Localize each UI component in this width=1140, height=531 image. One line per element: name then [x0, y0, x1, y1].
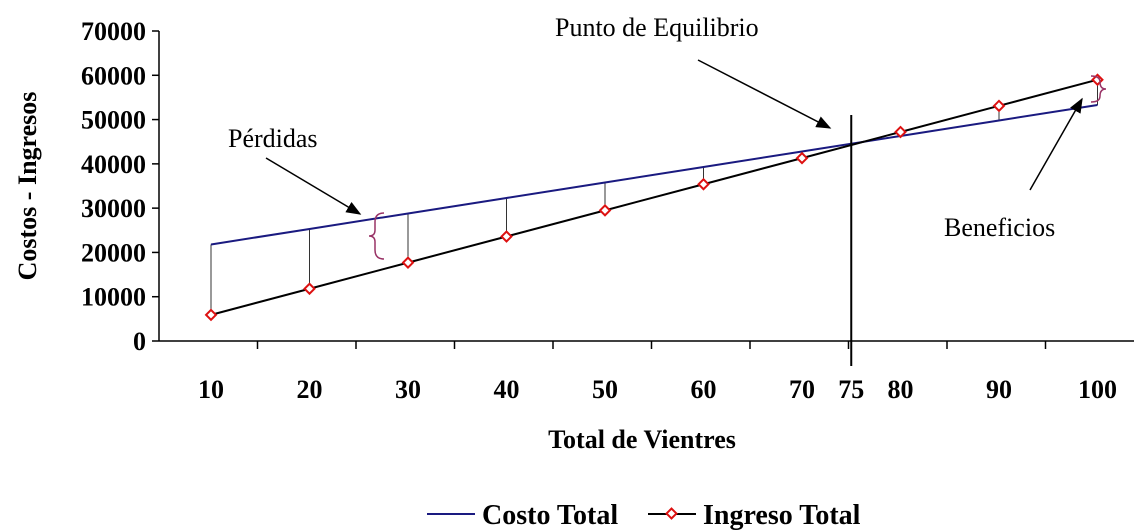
y-tick-label: 20000	[81, 238, 146, 267]
x-tick-label: 30	[395, 375, 421, 404]
x-axis-title: Total de Vientres	[548, 425, 736, 454]
x-ticks: 10 20 30 40 50 60 70 80 90 100	[198, 341, 1117, 404]
legend-marker-ingreso-total	[665, 507, 678, 520]
losses-brace	[368, 212, 385, 260]
x-tick-label: 60	[691, 375, 717, 404]
x-tick-label: 10	[198, 375, 224, 404]
x-tick-label: 100	[1078, 375, 1117, 404]
y-tick-label: 40000	[81, 150, 146, 179]
breakeven-annotation: Punto de Equilibrio	[555, 13, 759, 42]
x-tick-label: 90	[986, 375, 1012, 404]
data-point-ingreso-total	[992, 99, 1006, 113]
data-point-ingreso-total	[894, 125, 907, 139]
breakeven-arrow	[697, 59, 832, 129]
profits-arrow	[1029, 97, 1083, 191]
profits-annotation: Beneficios	[944, 213, 1055, 242]
series-lines	[210, 78, 1098, 316]
data-point-ingreso-total	[697, 177, 710, 191]
data-point-ingreso-total	[598, 203, 612, 217]
x-tick-label: 20	[297, 375, 323, 404]
series-line-costo-total	[210, 103, 1098, 246]
x-tick-label: 40	[494, 375, 520, 404]
losses-annotation: Pérdidas	[228, 124, 318, 153]
losses-arrow	[265, 157, 362, 215]
y-tick-label: 30000	[81, 194, 146, 223]
data-point-ingreso-total	[795, 151, 809, 165]
data-point-ingreso-total	[303, 282, 316, 296]
y-axis-title: Costos - Ingresos	[13, 92, 42, 281]
x-tick-label: 70	[789, 375, 815, 404]
x-tick-label: 50	[592, 375, 618, 404]
y-tick-label: 10000	[81, 283, 146, 312]
series-markers	[204, 73, 1104, 322]
legend: Costo Total Ingreso Total	[427, 500, 861, 531]
y-tick-label: 70000	[81, 17, 146, 46]
legend-label-ingreso-total: Ingreso Total	[703, 500, 861, 531]
y-tick-label: 0	[133, 327, 146, 356]
y-tick-label: 60000	[81, 61, 146, 90]
axes	[158, 31, 1134, 342]
data-point-ingreso-total	[204, 308, 218, 322]
profits-brace	[1090, 75, 1107, 103]
data-point-ingreso-total	[401, 256, 415, 269]
breakeven-tick-label: 75	[838, 375, 864, 404]
legend-label-costo-total: Costo Total	[482, 500, 618, 531]
y-tick-label: 50000	[81, 106, 146, 135]
data-point-ingreso-total	[500, 230, 513, 243]
series-line-ingreso-total	[210, 78, 1098, 316]
x-tick-label: 80	[888, 375, 914, 404]
y-ticks: 0 10000 20000 30000 40000 50000 60000 70000	[81, 17, 159, 356]
difference-lines	[210, 79, 1098, 315]
